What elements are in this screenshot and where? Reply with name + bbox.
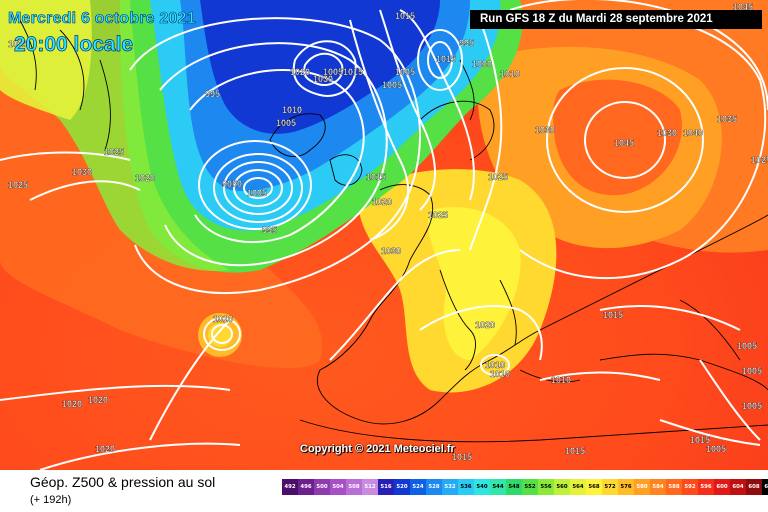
legend-swatch-548: 548 [506,479,522,495]
isobar-label: 1005 [395,67,415,77]
isobar-label: 1005 [276,118,296,128]
legend-swatch-552: 552 [522,479,538,495]
product-title: Géop. Z500 & pression au sol [30,474,216,490]
legend-swatch-532: 532 [442,479,458,495]
z500-trough-blue [200,0,440,134]
isobar-label: 1025 [104,147,124,157]
isobar-label: 1010 [490,369,510,379]
isobar-label: 1010 [485,360,505,370]
forecast-time: 20:00 locale [14,33,134,57]
legend-swatch-604: 604 [730,479,746,495]
legend-swatch-580: 580 [634,479,650,495]
isobar-label: 1030 [535,125,555,135]
legend-swatch-560: 560 [554,479,570,495]
isobar-label: 1005 [247,188,267,198]
isobar-label: 1030 [657,128,677,138]
legend-swatch-576: 576 [618,479,634,495]
map-footer: Géop. Z500 & pression au sol (+ 192h) 49… [0,470,768,512]
isobar-label: 1025 [8,39,28,49]
isobar-labels: 1015 995 1000 1005 1010 1015 1005 995 10… [8,2,768,462]
z500-edge-yellow [0,0,92,120]
isobar-label: 1030 [72,167,92,177]
isobar-label: 1015 [366,172,386,182]
lead-time: (+ 192h) [30,494,72,506]
isobar-label: 1015 [565,446,585,456]
isobar-label: 1040 [683,128,703,138]
legend-swatch-492: 492 [282,479,298,495]
legend-swatch-508: 508 [346,479,362,495]
legend-swatch-524: 524 [410,479,426,495]
isobar-label: 1005 [382,80,402,90]
isobar-label: 995 [205,89,220,99]
isobar-label: 1005 [323,67,343,77]
isobar-label: 1020 [88,395,108,405]
legend-swatch-512: 512 [362,479,378,495]
legend-swatch-556: 556 [538,479,554,495]
legend-swatch-528: 528 [426,479,442,495]
isobar-label: 995 [459,38,474,48]
legend-swatch-612: 612 [762,479,768,495]
legend-swatch-600: 600 [714,479,730,495]
legend-swatch-572: 572 [602,479,618,495]
forecast-date: Mercredi 6 octobre 2021 [8,10,196,28]
isobar-label: 1010 [213,314,233,324]
legend-swatch-536: 536 [458,479,474,495]
forecast-map: 1015 995 1000 1005 1010 1015 1005 995 10… [0,0,768,470]
legend-swatch-540: 540 [474,479,490,495]
isobar-label: 1005 [742,366,762,376]
isobar-label: 1020 [62,399,82,409]
isobar-label: 9050 [222,179,242,189]
isobar-label: 1015 [452,452,472,462]
isobar-label: 1015 [343,67,363,77]
legend-swatch-588: 588 [666,479,682,495]
z500-europe-lightyellow [427,206,521,360]
isobar-label: 1015 [395,11,415,21]
legend-swatch-596: 596 [698,479,714,495]
isobar-label: 1045 [733,2,753,12]
isobar-label: 1045 [614,138,634,148]
z500-ridge-core [553,79,682,196]
isobar-label: 1015 [436,54,456,64]
isobar-label: 1025 [488,172,508,182]
isobar-label: 1025 [428,210,448,220]
isobar-label: 1030 [381,246,401,256]
legend-swatch-500: 500 [314,479,330,495]
isobar-label: 1000 [472,59,492,69]
isobar-label: 1015 [603,310,623,320]
isobar-label: 1005 [737,341,757,351]
isobar-label: 1005 [742,401,762,411]
legend-swatch-568: 568 [586,479,602,495]
legend-swatch-544: 544 [490,479,506,495]
model-run-label: Run GFS 18 Z du Mardi 28 septembre 2021 [470,10,762,29]
isobar-label: 1010 [500,69,520,79]
legend-swatch-520: 520 [394,479,410,495]
legend-swatch-564: 564 [570,479,586,495]
isobar-label: 1025 [8,180,28,190]
legend-swatch-608: 608 [746,479,762,495]
legend-swatch-496: 496 [298,479,314,495]
legend-swatch-584: 584 [650,479,666,495]
isobar-label: 1025 [751,155,768,165]
legend-swatch-504: 504 [330,479,346,495]
coastlines [19,19,768,443]
isobar-label: 1030 [313,74,333,84]
legend-swatch-592: 592 [682,479,698,495]
copyright-notice: Copyright © 2021 Meteociel.fr [300,443,455,455]
isobar-label: 1035 [717,114,737,124]
isobar-label: 1020 [290,67,310,77]
isobar-label: 1020 [475,320,495,330]
isobar-label: 1010 [282,105,302,115]
isobar-label: 1005 [706,444,726,454]
color-legend: 492 496 500 504 508 512 516 520 524 528 532 536 540 5… [282,479,768,495]
isobar-label: 1020 [372,197,392,207]
isobar-label: 1020 [135,173,155,183]
isobar-label: 1020 [95,444,115,454]
isobar-label: 995 [262,225,277,235]
isobar-label: 1015 [690,435,710,445]
legend-swatch-516: 516 [378,479,394,495]
isobar-label: 1010 [551,375,571,385]
